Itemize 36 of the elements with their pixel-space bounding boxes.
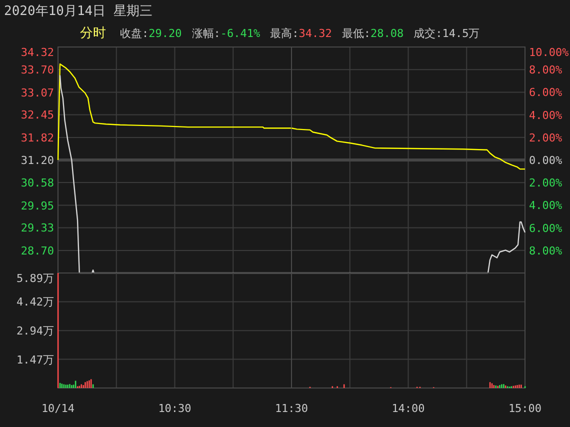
y2-tick-label: 2.00% (529, 176, 562, 190)
y-tick-label: 34.32 (20, 46, 54, 59)
text: 涨幅:-6.41% (192, 27, 260, 40)
x-tick-label: 11:30 (274, 402, 308, 415)
y2-tick-label: 4.00% (529, 108, 562, 122)
y2-tick-label: 2.00% (529, 131, 562, 144)
y-tick-label: 31.20 (20, 154, 54, 167)
y-tick-label: 5.89万 (16, 272, 54, 285)
text: 最高:34.32 (270, 27, 332, 40)
y2-tick-label: 0.00% (529, 154, 562, 167)
x-tick-label: 10:30 (158, 402, 192, 415)
y2-tick-label: 8.00% (529, 244, 562, 258)
y2-tick-label: 4.00% (529, 199, 562, 212)
text: 成交:14.5万 (414, 27, 480, 40)
y-tick-label: 31.82 (20, 132, 54, 145)
y-tick-label: 32.45 (20, 108, 54, 122)
y2-tick-label: 10.00% (529, 46, 570, 59)
y-tick-label: 28.70 (20, 244, 54, 258)
y-tick-label: 4.42万 (16, 296, 54, 309)
y-tick-label: 30.58 (20, 176, 54, 190)
x-tick-label: 15:00 (508, 402, 542, 415)
y-tick-label: 29.33 (20, 222, 54, 235)
text: 收盘:29.20 (120, 27, 182, 40)
y2-tick-label: 8.00% (529, 64, 562, 77)
y-tick-label: 33.70 (20, 63, 54, 76)
chart-subtitle: 分时 (80, 26, 106, 41)
y-tick-label: 33.07 (20, 86, 54, 100)
x-tick-label: 14:00 (392, 402, 425, 415)
y-tick-label: 1.47万 (16, 353, 54, 366)
chart-title: 2020年10月14日 星期三 (4, 4, 152, 19)
y-tick-label: 2.94万 (16, 324, 54, 338)
x-tick-label: 10/14 (41, 402, 75, 415)
y-tick-label: 29.95 (20, 199, 54, 212)
y2-tick-label: 6.00% (529, 86, 562, 100)
y2-tick-label: 6.00% (529, 222, 562, 235)
text: 最低:28.08 (342, 27, 404, 40)
